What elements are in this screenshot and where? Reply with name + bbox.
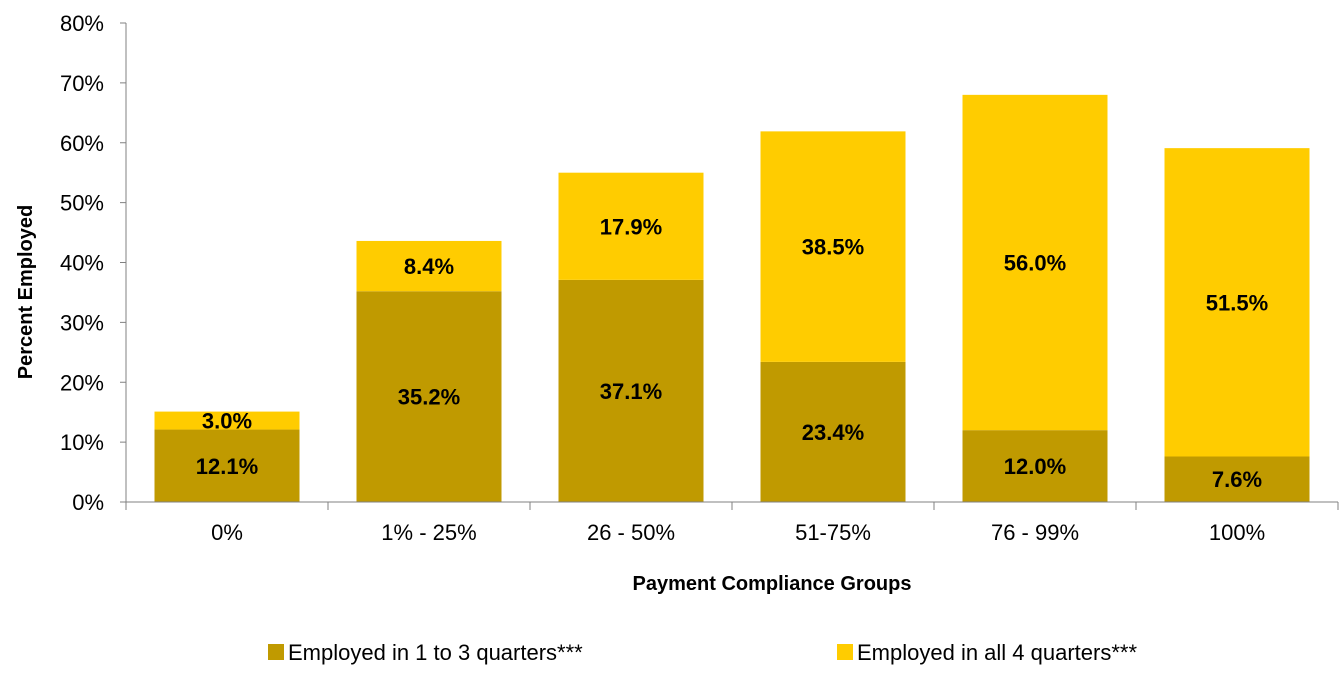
x-tick-label: 0% (211, 520, 243, 545)
legend-swatch-series2 (837, 644, 853, 660)
data-label-series1-0: 12.1% (196, 454, 258, 479)
data-label-series1-1: 35.2% (398, 385, 460, 410)
x-tick-label: 100% (1209, 520, 1265, 545)
legend-swatch-series1 (268, 644, 284, 660)
y-axis-title: Percent Employed (15, 205, 37, 380)
bar-series1-4 (962, 430, 1108, 502)
x-tick-label: 51-75% (795, 520, 871, 545)
bar-series1-5 (1164, 456, 1310, 502)
x-tick-label: 76 - 99% (991, 520, 1079, 545)
data-label-series1-3: 23.4% (802, 420, 864, 445)
y-tick-label: 60% (60, 131, 104, 156)
x-tick-label: 26 - 50% (587, 520, 675, 545)
data-label-series2-1: 8.4% (404, 254, 454, 279)
legend-label-series2: Employed in all 4 quarters*** (857, 640, 1137, 665)
legend-label-series1: Employed in 1 to 3 quarters*** (288, 640, 583, 665)
bar-series2-5 (1164, 148, 1310, 457)
bar-series1-2 (558, 279, 704, 502)
y-tick-label: 10% (60, 430, 104, 455)
axes-layer: 0% 10% 20% 30% 40% 50% 60% 70% 80% 0% 1% - 25% 26 -… (60, 11, 1339, 545)
legend: Employed in 1 to 3 quarters*** Employed i… (268, 640, 1137, 665)
y-tick-label: 70% (60, 71, 104, 96)
data-label-series2-0: 3.0% (202, 409, 252, 434)
y-tick-label: 0% (72, 490, 104, 515)
data-label-series2-4: 56.0% (1004, 251, 1066, 276)
bar-series2-0 (154, 411, 300, 430)
x-axis-title: Payment Compliance Groups (633, 573, 912, 595)
bar-series1-0 (154, 429, 300, 502)
x-tick-label: 1% - 25% (381, 520, 476, 545)
y-tick-label: 40% (60, 251, 104, 276)
bar-series2-3 (760, 131, 906, 362)
y-tick-label: 80% (60, 11, 104, 36)
data-label-series1-2: 37.1% (600, 379, 662, 404)
labels-layer: 12.1% 3.0% 35.2% 8.4% 37.1% 17.9% 23.4% 38.5% 12… (196, 214, 1268, 492)
y-tick-label: 30% (60, 310, 104, 335)
data-label-series1-5: 7.6% (1212, 467, 1262, 492)
bar-series2-1 (356, 240, 502, 292)
bar-series1-3 (760, 361, 906, 502)
bar-series2-2 (558, 172, 704, 280)
bar-series2-4 (962, 94, 1108, 431)
data-label-series2-3: 38.5% (802, 235, 864, 260)
data-label-series2-5: 51.5% (1206, 290, 1268, 315)
y-tick-label: 20% (60, 370, 104, 395)
bar-series1-1 (356, 291, 502, 502)
y-tick-label: 50% (60, 191, 104, 216)
data-label-series2-2: 17.9% (600, 214, 662, 239)
bars-layer (154, 94, 1310, 502)
data-label-series1-4: 12.0% (1004, 454, 1066, 479)
